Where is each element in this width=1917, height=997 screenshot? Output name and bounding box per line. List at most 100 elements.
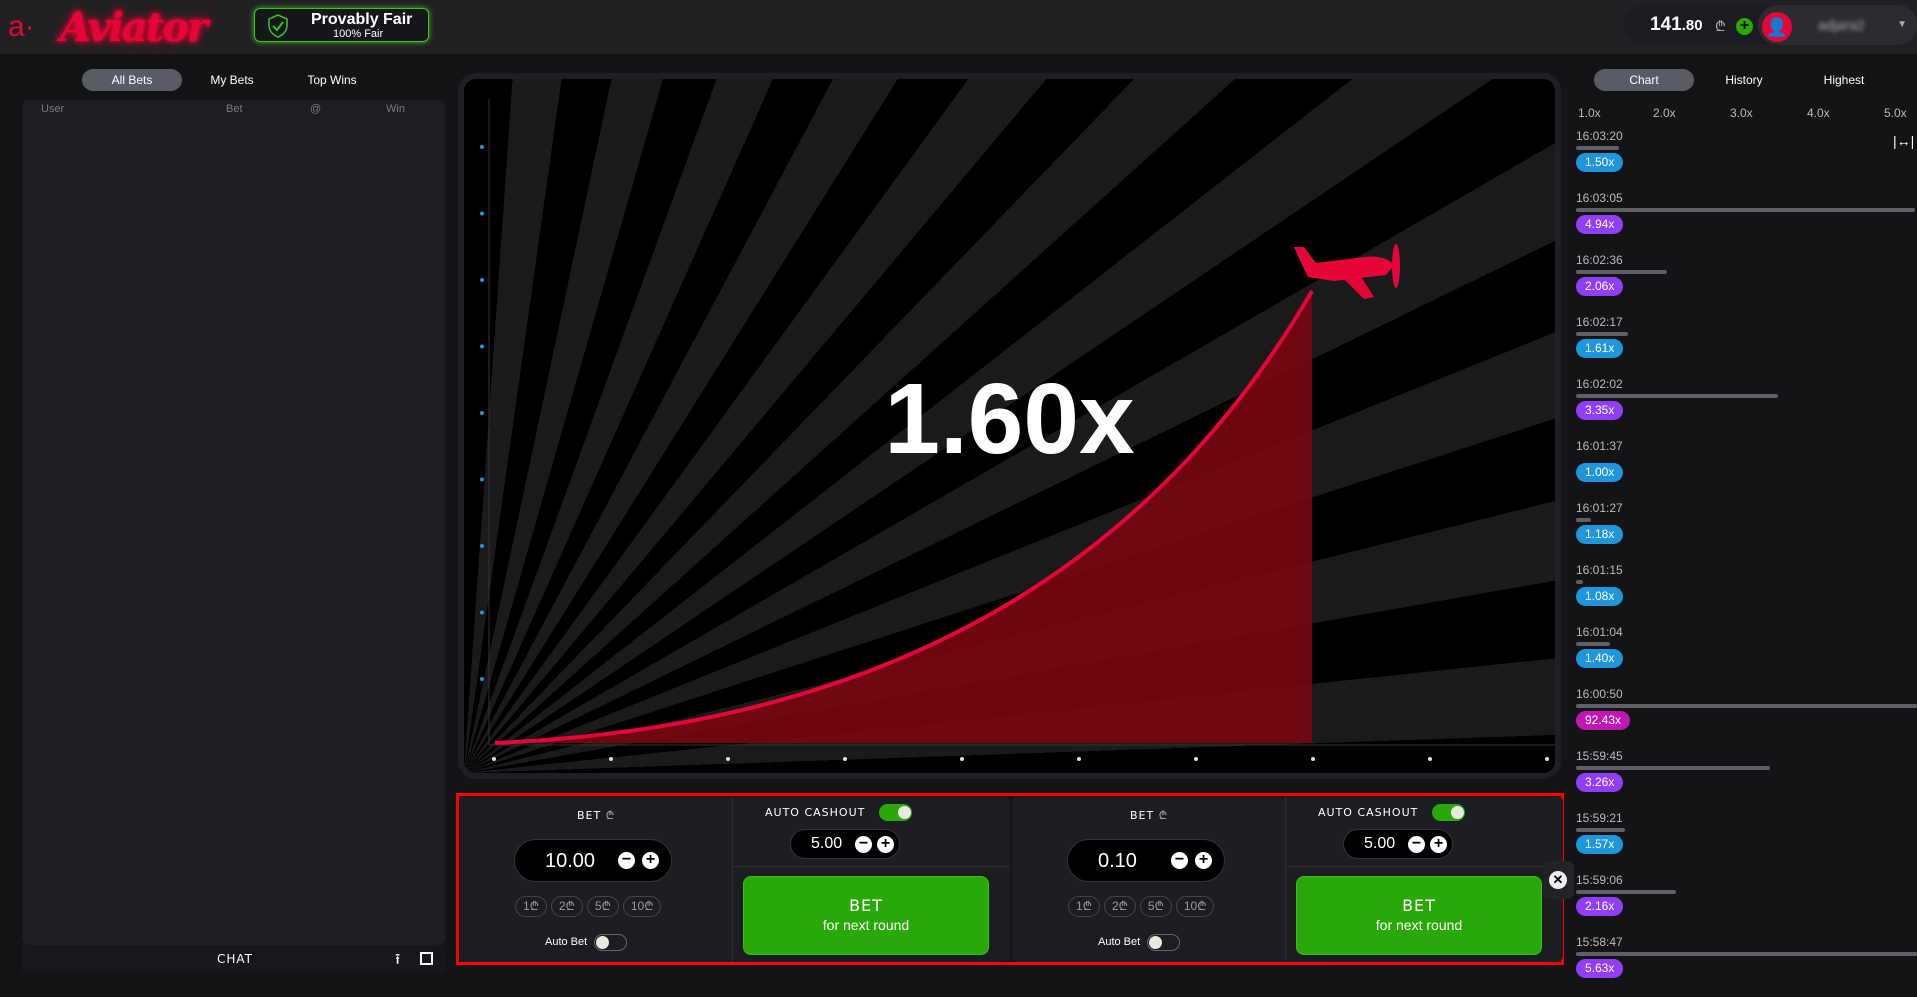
chevron-down-icon: ▼: [1897, 19, 1907, 30]
quick-amount-chip[interactable]: 2₾: [550, 896, 583, 917]
quick-amount-chip[interactable]: 10₾: [622, 896, 662, 917]
cashout-value[interactable]: 5.00: [811, 835, 843, 852]
x-axis-dot: [1545, 757, 1549, 761]
shield-check-icon: [268, 14, 288, 38]
x-axis-dot: [960, 757, 964, 761]
auto-bet-toggle[interactable]: [594, 934, 627, 951]
history-bar: [1576, 146, 1619, 150]
history-multiplier: 3.26x: [1576, 773, 1624, 792]
quick-amount-chip[interactable]: 10₾: [1175, 896, 1215, 917]
tab-all-bets[interactable]: All Bets: [82, 69, 182, 91]
quick-amount-chip[interactable]: 5₾: [586, 896, 619, 917]
fit-width-icon[interactable]: |↔|: [1893, 133, 1915, 149]
brand-icon: a·: [8, 10, 35, 43]
history-bar: [1576, 952, 1917, 956]
provably-fair-subtitle: 100% Fair: [333, 28, 384, 40]
quick-amount-chip[interactable]: 1₾: [515, 896, 547, 917]
tab-top-wins[interactable]: Top Wins: [307, 73, 357, 87]
quick-amount-chip[interactable]: 1₾: [1068, 896, 1100, 917]
plus-icon[interactable]: +: [642, 852, 659, 869]
history-item: 15:59:21 1.57x: [1576, 811, 1917, 873]
column-bet: Bet: [226, 103, 243, 115]
y-axis-dot: [480, 411, 484, 415]
history-multiplier: 2.06x: [1576, 277, 1624, 296]
avatar: 👤: [1762, 12, 1792, 42]
history-bar: [1576, 766, 1771, 770]
minus-icon[interactable]: −: [855, 836, 872, 853]
auto-cashout-toggle[interactable]: [879, 804, 912, 821]
cashout-input[interactable]: 5.00 − +: [1343, 829, 1453, 859]
quick-amounts: 1₾ 2₾ 5₾ 10₾: [515, 896, 665, 917]
x-axis-dot: [1194, 757, 1198, 761]
column-multiplier: @: [310, 103, 322, 115]
bet-controls: BET ₾ 10.00 − + 1₾ 2₾ 5₾ 10₾ Auto Bet AUTO …: [456, 793, 1564, 965]
plus-icon[interactable]: +: [877, 836, 894, 853]
history-item: 16:01:15 1.08x: [1576, 563, 1917, 625]
history-bar: [1576, 394, 1779, 398]
history-time: 16:02:36: [1576, 253, 1623, 267]
chat-bar[interactable]: CHAT ⭱: [22, 945, 445, 973]
deposit-plus-icon[interactable]: +: [1736, 18, 1753, 35]
x-axis-dot: [1077, 757, 1081, 761]
x-axis-dot: [843, 757, 847, 761]
bet-amount-input[interactable]: 10.00 − +: [514, 839, 672, 882]
tab-highest[interactable]: Highest: [1823, 73, 1865, 87]
column-win: Win: [386, 103, 405, 115]
bet-label: BET ₾: [1130, 809, 1169, 822]
stats-tabs: Chart History Highest: [1594, 69, 1894, 91]
minus-icon[interactable]: −: [1171, 852, 1188, 869]
bet-amount-value[interactable]: 10.00: [545, 850, 596, 872]
history-item: 16:02:02 3.35x: [1576, 377, 1917, 439]
history-item: 16:01:37 1.00x: [1576, 439, 1917, 501]
history-time: 16:02:17: [1576, 315, 1623, 329]
upload-icon[interactable]: ⭱: [395, 951, 401, 968]
history-item: 16:01:04 1.40x: [1576, 625, 1917, 687]
history-multiplier: 1.57x: [1576, 835, 1624, 854]
history-item: 16:02:36 2.06x: [1576, 253, 1917, 315]
x-axis-dot: [1311, 757, 1315, 761]
provably-fair-button[interactable]: Provably Fair 100% Fair: [254, 8, 429, 42]
quick-amount-chip[interactable]: 5₾: [1139, 896, 1172, 917]
logo[interactable]: Aviator: [60, 4, 208, 51]
history-bar: [1576, 890, 1676, 894]
x-axis-dot: [726, 757, 730, 761]
multiplier-display: 1.60x: [884, 363, 1135, 475]
tab-history[interactable]: History: [1725, 73, 1763, 87]
history-time: 16:02:02: [1576, 377, 1623, 391]
expand-icon[interactable]: [420, 952, 433, 965]
axis-label: 1.0x: [1578, 106, 1601, 120]
column-user: User: [41, 103, 65, 115]
history-bar: [1576, 704, 1917, 708]
bets-table: User Bet @ Win: [22, 100, 445, 945]
axis-label: 5.0x: [1884, 106, 1907, 120]
bet-amount-value[interactable]: 0.10: [1098, 850, 1137, 872]
history-multiplier: 1.08x: [1576, 587, 1624, 606]
close-icon[interactable]: ✕: [1549, 871, 1567, 889]
plus-icon[interactable]: +: [1195, 852, 1212, 869]
tab-my-bets[interactable]: My Bets: [210, 73, 254, 87]
bet-button[interactable]: BET for next round: [1296, 876, 1542, 955]
minus-icon[interactable]: −: [618, 852, 635, 869]
auto-cashout-toggle[interactable]: [1432, 804, 1465, 821]
history-time: 15:59:06: [1576, 873, 1623, 887]
history-bar: [1576, 518, 1592, 522]
cashout-value[interactable]: 5.00: [1364, 835, 1396, 852]
plus-icon[interactable]: +: [1430, 836, 1447, 853]
history-multiplier: 1.40x: [1576, 649, 1624, 668]
minus-icon[interactable]: −: [1408, 836, 1425, 853]
quick-amount-chip[interactable]: 2₾: [1103, 896, 1136, 917]
axis-label: 2.0x: [1653, 106, 1676, 120]
bet-panel: BET ₾ 10.00 − + 1₾ 2₾ 5₾ 10₾ Auto Bet AUTO …: [459, 796, 1010, 962]
close-panel[interactable]: ✕: [1543, 861, 1574, 899]
auto-bet-label: Auto Bet: [1098, 936, 1141, 948]
x-axis-dot: [492, 757, 496, 761]
auto-bet-toggle[interactable]: [1147, 934, 1180, 951]
user-menu[interactable]: 👤 adjara2 ▼: [1758, 5, 1917, 45]
bet-button[interactable]: BET for next round: [743, 876, 989, 955]
bet-amount-input[interactable]: 0.10 − +: [1067, 839, 1225, 882]
lari-icon: ₾: [605, 809, 616, 822]
tab-chart[interactable]: Chart: [1594, 69, 1694, 91]
history-multiplier: 1.18x: [1576, 525, 1624, 544]
cashout-input[interactable]: 5.00 − +: [790, 829, 900, 859]
lari-icon: ₾: [1158, 809, 1169, 822]
